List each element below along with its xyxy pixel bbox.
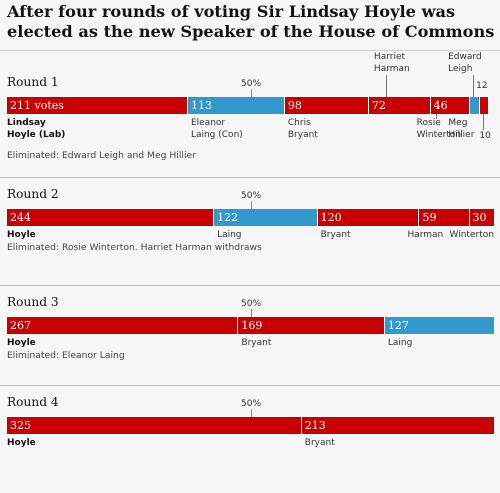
round-block: Round 3 50% 267 169 127 Hoyle Bryant Laing Elimi… — [0, 285, 500, 393]
candidate-label: Meg Hillier — [448, 118, 475, 140]
bar-segment: 113 — [187, 97, 285, 114]
threshold-label: 50% — [241, 299, 262, 309]
candidate-label: Winterton — [449, 230, 494, 240]
candidate-label: Eleanor Laing (Con) — [190, 118, 243, 140]
segment-value-label: 211 votes — [10, 99, 64, 112]
segment-value-label: 213 — [304, 419, 326, 432]
candidate-label: Laing — [217, 230, 242, 240]
candidate-label: Bryant — [241, 338, 272, 348]
segment-value-label: 59 — [422, 211, 437, 224]
segment-value-label: 169 — [241, 319, 263, 332]
candidate-label: Bryant — [320, 230, 351, 240]
candidate-label: Hoyle — [7, 338, 36, 348]
eliminated-note: Eliminated: Eleanor Laing — [7, 350, 125, 361]
segment-value-label: 127 — [387, 319, 409, 332]
candidate-label: Laing — [387, 338, 413, 348]
segment-value-label: 325 — [10, 419, 31, 432]
segment-value-label: 122 — [217, 211, 239, 224]
stacked-bar: 325 213 — [7, 417, 495, 434]
bar-segment — [480, 97, 489, 114]
segment-value-label: 30 — [472, 211, 487, 224]
bar-segment: 120 — [317, 209, 420, 226]
eliminated-note: Eliminated: Rosie Winterton. Harriet Har… — [7, 242, 262, 253]
threshold-label: 50% — [241, 191, 262, 201]
title-divider — [0, 50, 500, 51]
candidate-label: Bryant — [304, 438, 335, 448]
threshold-tick — [251, 89, 252, 97]
bar-segment: 213 — [301, 417, 495, 434]
segment-value-label: 98 — [287, 99, 302, 112]
threshold-tick — [251, 409, 252, 417]
candidate-label: Hoyle — [7, 438, 36, 448]
candidate-label: Lindsay Hoyle (Lab) — [7, 118, 66, 140]
bar-segment — [470, 97, 481, 114]
bar-segment: 325 — [7, 417, 302, 434]
candidate-label: Chris Bryant — [287, 118, 318, 140]
segment-value-label: 267 — [10, 319, 31, 332]
round-divider — [0, 285, 500, 286]
stacked-bar: 267 169 127 — [7, 317, 495, 334]
candidate-label: Harriet Harman — [373, 52, 410, 74]
threshold-tick — [251, 309, 252, 317]
label-leader-line — [385, 75, 387, 97]
segment-value-label: 12 — [476, 81, 488, 91]
round-title: Round 2 — [7, 187, 59, 201]
round-divider — [0, 385, 500, 386]
segment-value-label: 10 — [479, 131, 491, 141]
candidate-label: Hoyle — [7, 230, 36, 240]
stacked-bar: 244 122 120 59 30 — [7, 209, 495, 226]
segment-value-label: 113 — [190, 99, 212, 112]
segment-value-label: 72 — [371, 99, 386, 112]
round-title: Round 1 — [7, 75, 59, 89]
round-title: Round 3 — [7, 295, 59, 309]
threshold-tick — [251, 201, 252, 209]
round-block: Round 4 50% 325 213 Hoyle Bryant — [0, 385, 500, 493]
candidate-label: Edward Leigh — [448, 52, 482, 74]
round-divider — [0, 177, 500, 178]
candidate-label: Harman — [407, 230, 444, 240]
bar-segment: 122 — [214, 209, 318, 226]
bar-segment: 211 votes — [7, 97, 188, 114]
candidate-label: Rosie Winterton — [416, 118, 462, 140]
round-title: Round 4 — [7, 395, 59, 409]
round-block: Round 2 50% 244 122 120 59 30 Hoyle Laing Bryant H… — [0, 177, 500, 285]
segment-value-label: 46 — [433, 99, 448, 112]
label-leader-line — [483, 114, 485, 130]
label-leader-line — [435, 114, 437, 119]
eliminated-note: Eliminated: Edward Leigh and Meg Hillier — [7, 150, 196, 161]
bar-segment: 169 — [238, 317, 385, 334]
bar-segment: 46 — [430, 97, 471, 114]
bar-segment: 127 — [384, 317, 495, 334]
chart-title: After four rounds of voting Sir Lindsay … — [7, 2, 495, 41]
round-block: Round 1 50% 211 votes 113 98 72 46 Lindsay Hoyl… — [0, 52, 500, 173]
bar-segment: 267 — [7, 317, 239, 334]
stacked-bar: 211 votes 113 98 72 46 — [7, 97, 495, 114]
segment-value-label: 120 — [320, 211, 342, 224]
bar-segment: 30 — [469, 209, 495, 226]
threshold-label: 50% — [241, 79, 262, 89]
bar-segment: 59 — [419, 209, 470, 226]
bar-segment: 244 — [7, 209, 215, 226]
threshold-label: 50% — [241, 399, 262, 409]
segment-value-label: 244 — [10, 211, 31, 224]
label-leader-line — [473, 75, 475, 97]
bar-segment: 72 — [368, 97, 431, 114]
bar-segment: 98 — [284, 97, 369, 114]
